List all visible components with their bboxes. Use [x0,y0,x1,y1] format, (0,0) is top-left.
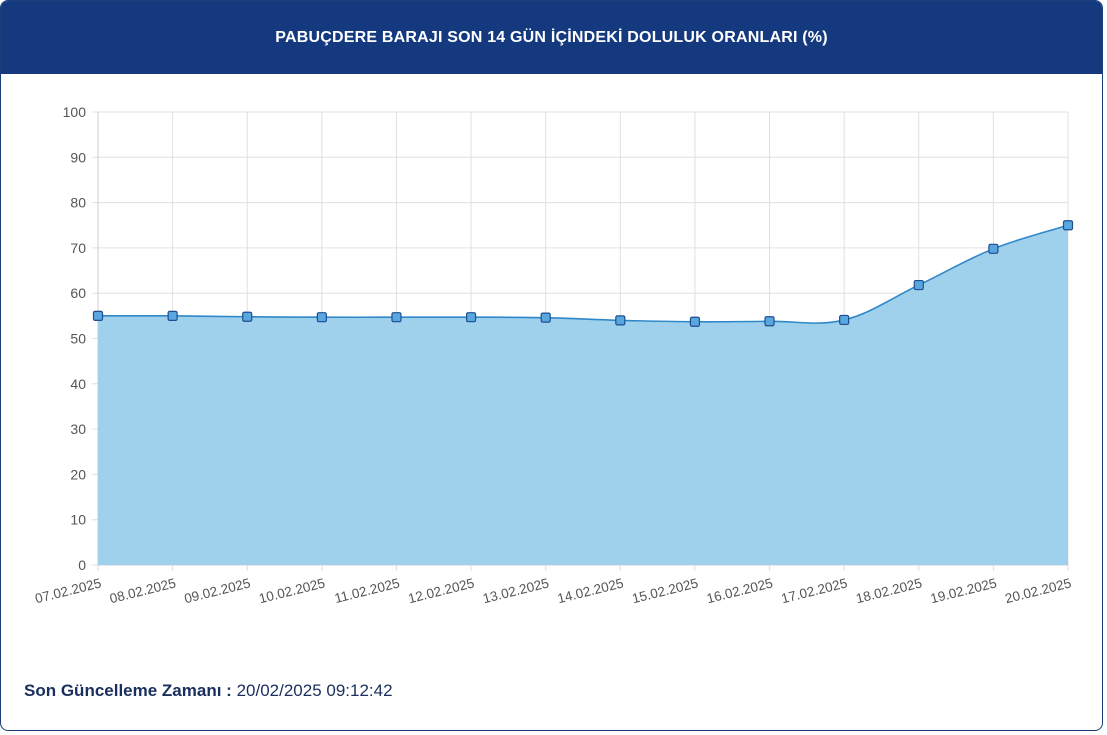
x-tick-label: 16.02.2025 [705,575,774,606]
x-tick-label: 08.02.2025 [108,575,177,606]
x-tick-label: 18.02.2025 [854,575,923,606]
x-tick-label: 07.02.2025 [34,575,103,606]
data-point [167,310,178,321]
data-point [465,312,477,323]
data-point [242,311,253,322]
x-tick-label: 12.02.2025 [407,575,476,606]
data-point [92,310,104,321]
x-axis: 07.02.2025 08.02.2025 09.02.2025 10.02.2025… [34,575,1073,606]
x-tick-label: 17.02.2025 [780,575,849,606]
data-point [839,314,850,326]
y-tick-label: 80 [70,195,86,211]
data-point [540,312,551,323]
data-point [316,312,327,323]
last-update-value: 20/02/2025 09:12:42 [236,681,393,700]
y-tick-label: 100 [63,104,87,120]
chart-series [97,224,1069,565]
y-tick-label: 50 [70,331,86,347]
data-point [913,279,924,291]
data-point [689,316,701,327]
series-area-fill [98,225,1068,565]
x-tick-label: 19.02.2025 [929,575,998,606]
chart-area: 0 10 20 30 40 50 60 70 80 90 100 07.02.2025 08.02.2… [1,74,1101,639]
last-update: Son Güncelleme Zamanı : 20/02/2025 09:12… [24,681,393,701]
x-tick-label: 20.02.2025 [1004,575,1073,606]
data-point [764,316,775,327]
y-tick-label: 10 [70,512,86,528]
y-tick-label: 90 [70,149,86,165]
data-point [391,312,402,323]
last-update-label: Son Güncelleme Zamanı : [24,681,232,700]
data-point [615,315,626,326]
y-tick-label: 70 [70,240,86,256]
y-tick-label: 60 [70,285,86,301]
x-tick-label: 13.02.2025 [481,575,550,606]
data-point [988,243,999,254]
y-tick-label: 30 [70,421,86,437]
x-tick-label: 10.02.2025 [257,575,326,606]
x-tick-label: 15.02.2025 [630,575,699,606]
y-tick-label: 0 [78,557,86,573]
y-axis: 0 10 20 30 40 50 60 70 80 90 100 [63,104,87,573]
x-tick-label: 14.02.2025 [556,575,625,606]
x-tick-label: 09.02.2025 [183,575,252,606]
chart-title: PABUÇDERE BARAJI SON 14 GÜN İÇİNDEKİ DOL… [275,28,828,46]
fill-rate-chart: 0 10 20 30 40 50 60 70 80 90 100 07.02.2025 08.02.2… [34,104,1074,606]
y-tick-label: 40 [70,376,86,392]
chart-markers [92,220,1074,327]
x-tick-label: 11.02.2025 [333,575,401,606]
data-point [1062,220,1074,231]
chart-header: PABUÇDERE BARAJI SON 14 GÜN İÇİNDEKİ DOL… [1,1,1102,74]
y-tick-label: 20 [70,466,86,482]
